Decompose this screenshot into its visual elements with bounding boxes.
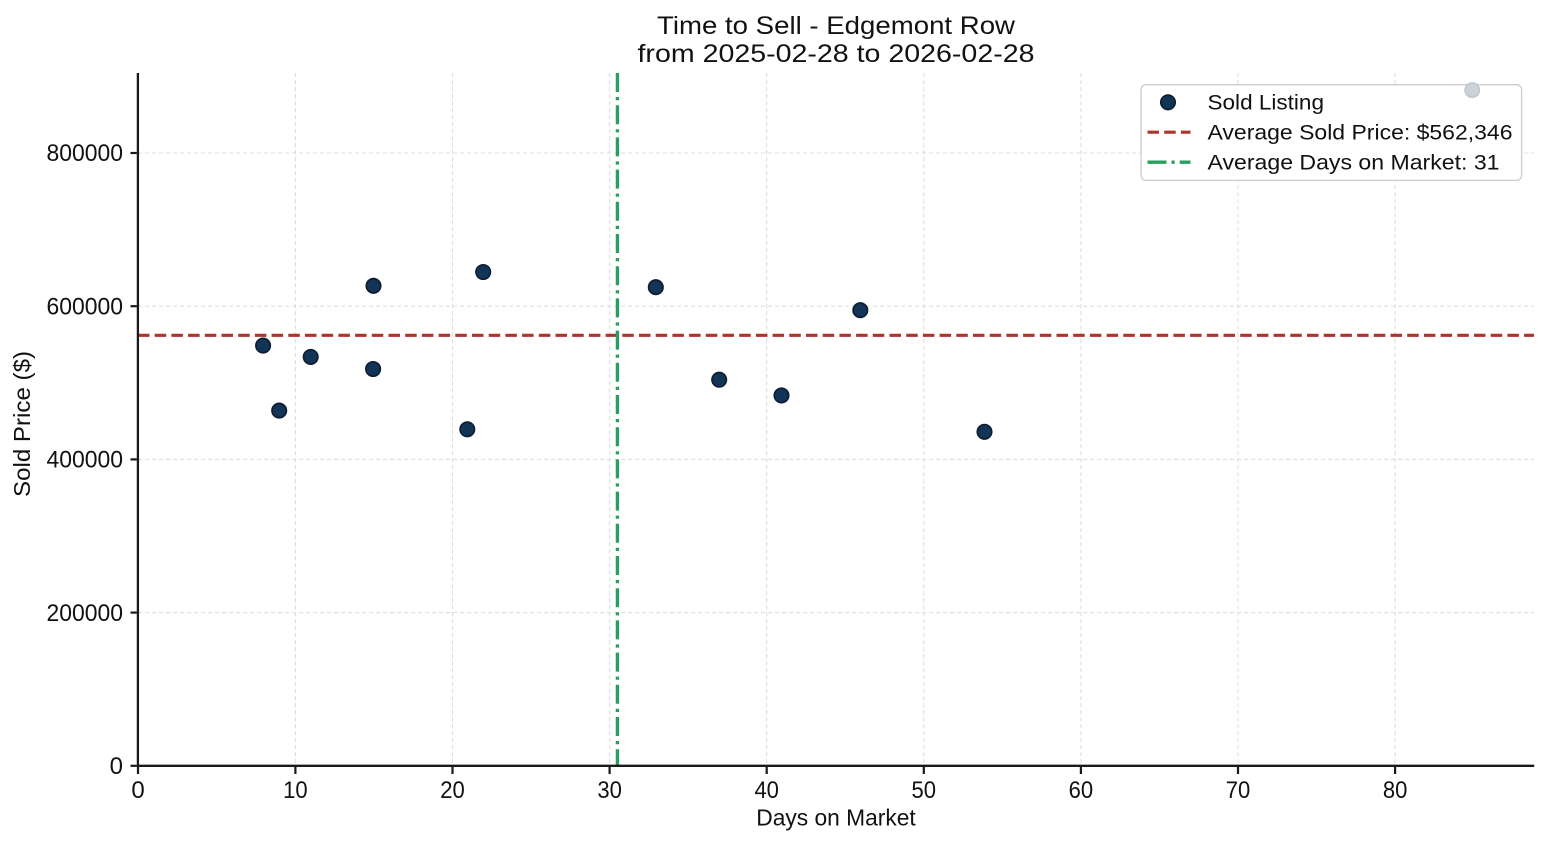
svg-text:200000: 200000 (47, 600, 124, 627)
svg-text:10: 10 (283, 777, 308, 804)
svg-text:800000: 800000 (47, 140, 124, 167)
svg-text:0: 0 (131, 777, 144, 804)
svg-text:Time to Sell - Edgemont Row: Time to Sell - Edgemont Row (657, 12, 1016, 40)
svg-text:Sold Price ($): Sold Price ($) (9, 351, 35, 497)
svg-text:20: 20 (440, 777, 465, 804)
svg-text:60: 60 (1069, 777, 1094, 804)
svg-text:30: 30 (597, 777, 622, 804)
svg-text:400000: 400000 (47, 447, 124, 474)
svg-text:50: 50 (912, 777, 937, 804)
svg-text:80: 80 (1383, 777, 1408, 804)
svg-text:from 2025-02-28 to 2026-02-28: from 2025-02-28 to 2026-02-28 (638, 40, 1035, 68)
svg-text:Average Sold Price: $562,346: Average Sold Price: $562,346 (1208, 121, 1513, 145)
svg-text:Sold Listing: Sold Listing (1208, 91, 1325, 115)
svg-text:Days on Market: Days on Market (756, 805, 916, 831)
svg-text:600000: 600000 (47, 293, 124, 320)
svg-text:70: 70 (1226, 777, 1251, 804)
svg-text:40: 40 (754, 777, 779, 804)
svg-text:0: 0 (110, 753, 123, 780)
svg-text:Average Days on Market: 31: Average Days on Market: 31 (1208, 151, 1500, 175)
